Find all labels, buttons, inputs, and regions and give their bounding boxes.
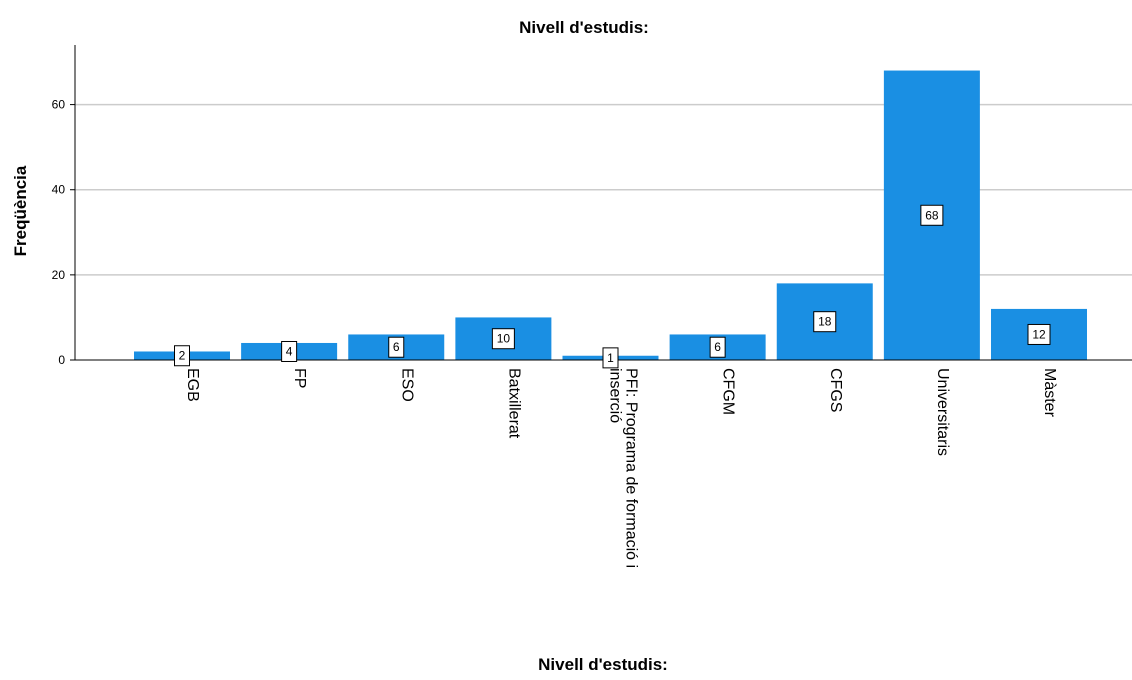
- chart-title: Nivell d'estudis:: [519, 18, 649, 37]
- data-label-box: [281, 340, 298, 362]
- data-label-box: [920, 204, 944, 226]
- x-category-label-line: inserció: [607, 368, 624, 423]
- x-category-label: FP: [291, 368, 308, 388]
- x-category-label-text: CFGM: [720, 368, 737, 415]
- data-label-box: [491, 328, 515, 350]
- x-category-label-line: PFI: Programa de formació i: [623, 368, 640, 568]
- x-axis-title: Nivell d'estudis:: [538, 655, 668, 674]
- data-label: 10: [497, 332, 511, 346]
- x-category-label-text: ESO: [398, 368, 415, 402]
- x-category-label: Màster: [1041, 368, 1058, 418]
- data-label: 12: [1032, 327, 1046, 341]
- x-category-label-text: CFGS: [827, 368, 844, 412]
- data-label: 1: [607, 351, 614, 365]
- y-axis-ticks: 0 20 40 60: [52, 98, 75, 367]
- x-category-label: Batxillerat: [505, 368, 522, 439]
- data-label: 6: [714, 340, 721, 354]
- x-category-label: ESO: [398, 368, 415, 402]
- x-axis-category-labels: EGB FP ESO Batxillerat PFI: Programa de form…: [184, 368, 1058, 568]
- x-category-label: Universitaris: [934, 368, 951, 456]
- data-label: 2: [179, 349, 186, 363]
- bars: [134, 70, 1087, 361]
- data-label-box: [813, 311, 837, 333]
- y-tick-label: 20: [52, 268, 66, 282]
- x-category-label: CFGM: [720, 368, 737, 415]
- y-tick-label: 0: [58, 353, 65, 367]
- data-label-box: [174, 345, 190, 367]
- x-category-label-text: EGB: [184, 368, 201, 402]
- data-label: 68: [925, 208, 939, 222]
- data-label: 18: [818, 315, 832, 329]
- y-tick-label: 40: [52, 183, 66, 197]
- x-category-label: CFGS: [827, 368, 844, 412]
- y-axis-title: Freqüència: [11, 165, 30, 256]
- x-category-label-text: Màster: [1041, 368, 1058, 418]
- x-category-label-text: FP: [291, 368, 308, 388]
- x-category-label-text: Universitaris: [934, 368, 951, 456]
- data-label: 6: [393, 340, 400, 354]
- y-tick-label: 60: [52, 98, 66, 112]
- data-label-box: [602, 347, 619, 369]
- data-label-box: [709, 336, 726, 358]
- data-label: 4: [286, 344, 293, 358]
- data-label-box: [1027, 323, 1051, 345]
- data-labels: 2 4 6 10 1 6 18 68 12: [174, 204, 1051, 369]
- x-category-label-text: Batxillerat: [505, 368, 522, 439]
- data-label-box: [388, 336, 405, 358]
- x-category-label: EGB: [184, 368, 201, 402]
